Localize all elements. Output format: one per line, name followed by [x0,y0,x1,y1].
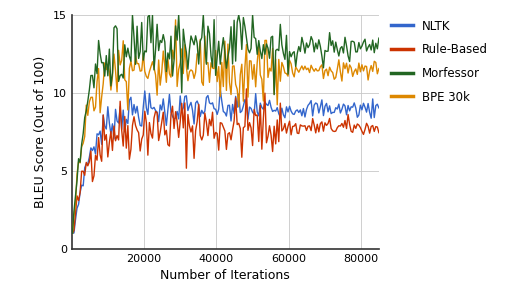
NLTK [88,146,94,150]
Morfessor [81,116,88,119]
Morfessor [88,74,94,77]
BPE 30k [173,18,179,22]
NLTK [81,166,88,169]
Line: BPE 30k: BPE 30k [72,20,379,233]
Morfessor [376,36,382,40]
BPE 30k [88,95,94,99]
X-axis label: Number of Iterations: Number of Iterations [160,269,290,282]
NLTK [217,87,223,91]
BPE 30k [362,64,368,68]
Morfessor [130,13,136,17]
BPE 30k [69,232,75,235]
Rule-Based [351,123,357,127]
Rule-Based [126,158,133,161]
Rule-Based [81,173,88,177]
Morfessor [351,40,357,44]
BPE 30k [351,70,357,73]
NLTK [362,106,368,109]
NLTK [376,106,382,110]
Rule-Based [88,149,94,153]
Legend: NLTK, Rule-Based, Morfessor, BPE 30k: NLTK, Rule-Based, Morfessor, BPE 30k [388,16,492,107]
Rule-Based [151,116,157,120]
BPE 30k [81,135,88,138]
BPE 30k [151,66,157,70]
Morfessor [153,48,159,52]
NLTK [351,101,357,105]
Rule-Based [376,131,382,134]
Line: Rule-Based: Rule-Based [72,89,379,233]
Line: NLTK: NLTK [72,89,379,233]
BPE 30k [376,67,382,70]
BPE 30k [126,67,133,70]
Morfessor [362,38,368,41]
Rule-Based [69,232,75,235]
Rule-Based [362,128,368,131]
Morfessor [69,232,75,235]
Line: Morfessor: Morfessor [72,15,379,233]
NLTK [151,106,157,109]
NLTK [69,232,75,235]
Rule-Based [243,87,249,91]
Y-axis label: BLEU Score (Out of 100): BLEU Score (Out of 100) [34,56,47,208]
Morfessor [126,55,133,58]
NLTK [126,98,133,102]
